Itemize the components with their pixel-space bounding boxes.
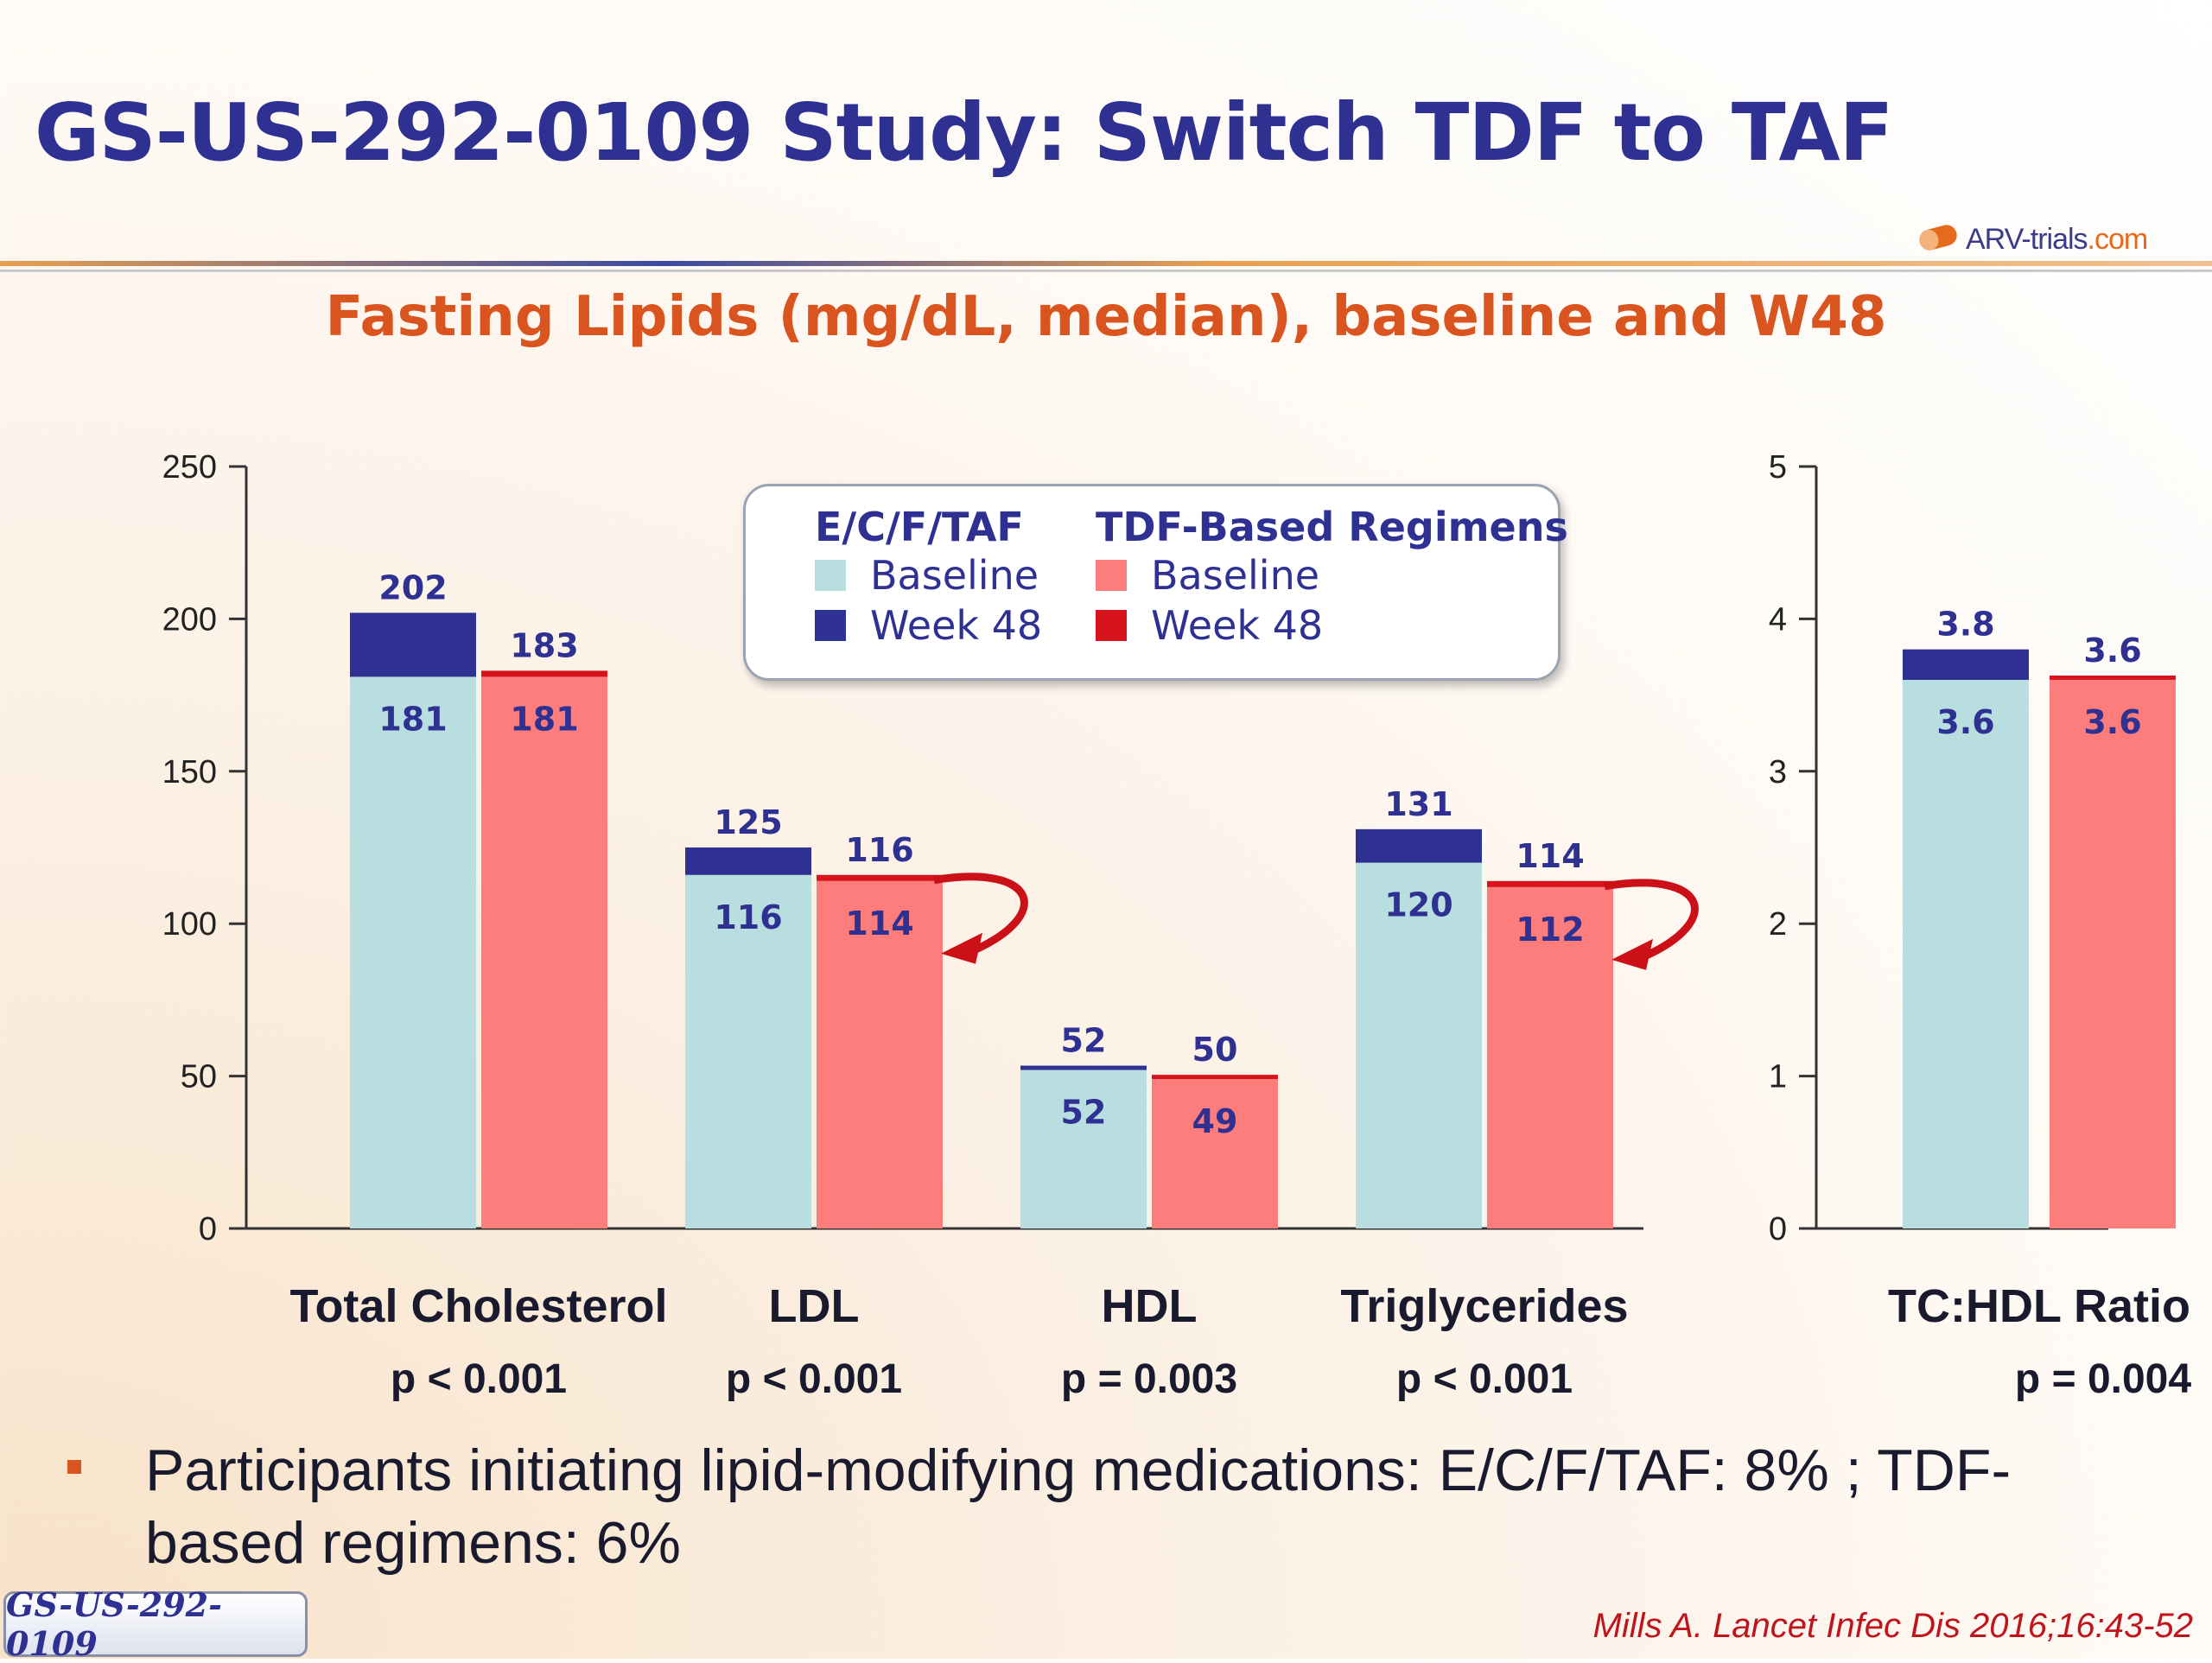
legend-heading-tdf: TDF-Based Regimens [1096, 504, 1568, 550]
bar-week48 [1903, 649, 2029, 680]
p-value-label: p = 0.004 [2015, 1356, 2191, 1402]
study-badge: GS-US-292-0109 [3, 1585, 308, 1663]
data-label-week48: 202 [378, 568, 447, 606]
data-label-baseline: 3.6 [2083, 703, 2141, 741]
legend-item-tdf-baseline: Baseline [1096, 550, 1568, 600]
data-label-baseline: 181 [510, 700, 578, 738]
p-value-label: p < 0.001 [391, 1356, 567, 1402]
bar-week48 [481, 670, 607, 677]
legend-item-tdf-week48: Week 48 [1096, 600, 1568, 651]
category-label: Total Cholesterol [289, 1280, 667, 1332]
legend-label: Baseline [1151, 552, 1320, 599]
bar-week48 [350, 613, 476, 677]
data-label-baseline: 114 [845, 904, 913, 943]
legend-item-taf-week48: Week 48 [815, 600, 1042, 651]
arrow-head-icon [1611, 938, 1653, 970]
data-label-week48: 131 [1384, 785, 1452, 823]
bar-baseline [1020, 1070, 1147, 1228]
legend-item-taf-baseline: Baseline [815, 550, 1042, 600]
legend-swatch [815, 610, 846, 641]
data-label-baseline: 120 [1384, 886, 1452, 924]
y-tick-label: 150 [162, 754, 217, 790]
category-label: Triglycerides [1340, 1280, 1628, 1332]
pill-logo-icon [1914, 222, 1966, 257]
bar-week48 [817, 874, 943, 881]
y-tick-label: 50 [181, 1059, 217, 1095]
change-arrow [1604, 879, 1699, 962]
bar-baseline [2050, 679, 2176, 1228]
category-label: TC:HDL Ratio [1888, 1280, 2190, 1332]
y-tick-label: 2 [1769, 906, 1787, 943]
bar-baseline [1356, 862, 1482, 1228]
chart-subtitle: Fasting Lipids (mg/dL, median), baseline… [325, 285, 1887, 349]
y-tick-label: 5 [1769, 449, 1787, 486]
y-tick-label: 250 [162, 449, 217, 486]
data-label-week48: 125 [714, 803, 782, 841]
category-label: HDL [1102, 1280, 1198, 1332]
data-label-week48: 52 [1061, 1022, 1107, 1060]
data-label-baseline: 49 [1192, 1102, 1238, 1140]
data-label-baseline: 112 [1516, 911, 1584, 949]
y-tick-label: 0 [1769, 1211, 1787, 1247]
chart-legend: E/C/F/TAF Baseline Week 48 TDF-Based Reg… [743, 484, 1568, 681]
header-divider [0, 261, 2212, 266]
bar-baseline [1152, 1079, 1278, 1228]
bar-baseline [1903, 679, 2029, 1228]
legend-swatch [1096, 560, 1127, 591]
legend-label: Week 48 [1151, 602, 1324, 649]
legend-label: Week 48 [870, 602, 1043, 649]
data-label-week48: 183 [510, 626, 578, 664]
bar-baseline [350, 676, 476, 1228]
y-tick-label: 100 [162, 906, 217, 943]
legend-swatch [815, 560, 846, 591]
y-tick-label: 1 [1769, 1059, 1787, 1095]
data-label-baseline: 181 [378, 700, 447, 738]
legend-heading-taf: E/C/F/TAF [815, 504, 1024, 550]
legend-group-taf: E/C/F/TAF Baseline Week 48 [815, 504, 1042, 651]
legend-swatch [1096, 610, 1127, 641]
bar-week48 [1152, 1075, 1278, 1080]
bar-baseline [817, 880, 943, 1228]
bullet-icon [67, 1460, 81, 1474]
category-label: LDL [769, 1280, 860, 1332]
bar-baseline [1487, 886, 1613, 1228]
data-label-baseline: 3.6 [1936, 703, 1994, 741]
bar-baseline [685, 874, 811, 1228]
p-value-label: p = 0.003 [1061, 1356, 1237, 1402]
y-tick-label: 4 [1769, 601, 1787, 638]
bullet-text: Participants initiating lipid-modifying … [145, 1438, 2012, 1576]
p-value-label: p < 0.001 [726, 1356, 902, 1402]
legend-group-tdf: TDF-Based Regimens Baseline Week 48 [1096, 504, 1568, 651]
bar-baseline [481, 676, 607, 1228]
data-label-week48: 3.6 [2083, 632, 2141, 670]
y-tick-label: 200 [162, 601, 217, 638]
arrow-head-icon [941, 932, 982, 964]
bar-week48 [685, 847, 811, 875]
data-label-baseline: 116 [714, 898, 782, 936]
data-label-week48: 3.8 [1936, 606, 1994, 644]
citation: Mills A. Lancet Infec Dis 2016;16:43-52 [1592, 1607, 2193, 1645]
logo-text: ARV-trials.com [1966, 222, 2148, 256]
data-label-week48: 114 [1516, 837, 1584, 875]
y-tick-label: 3 [1769, 754, 1787, 790]
bar-week48 [1020, 1065, 1147, 1070]
header-divider-thin [0, 270, 2212, 272]
data-label-week48: 50 [1192, 1031, 1238, 1069]
data-label-baseline: 52 [1061, 1094, 1107, 1132]
p-value-label: p < 0.001 [1396, 1356, 1573, 1402]
change-arrow [933, 873, 1028, 955]
slide-title: GS-US-292-0109 Study: Switch TDF to TAF [35, 86, 1893, 179]
data-label-week48: 116 [845, 831, 913, 869]
bar-week48 [2050, 675, 2176, 680]
arv-trials-logo: ARV-trials.com [1914, 218, 2148, 261]
bar-week48 [1356, 828, 1482, 863]
legend-label: Baseline [870, 552, 1039, 599]
bar-week48 [1487, 880, 1613, 887]
y-tick-label: 0 [199, 1211, 217, 1247]
